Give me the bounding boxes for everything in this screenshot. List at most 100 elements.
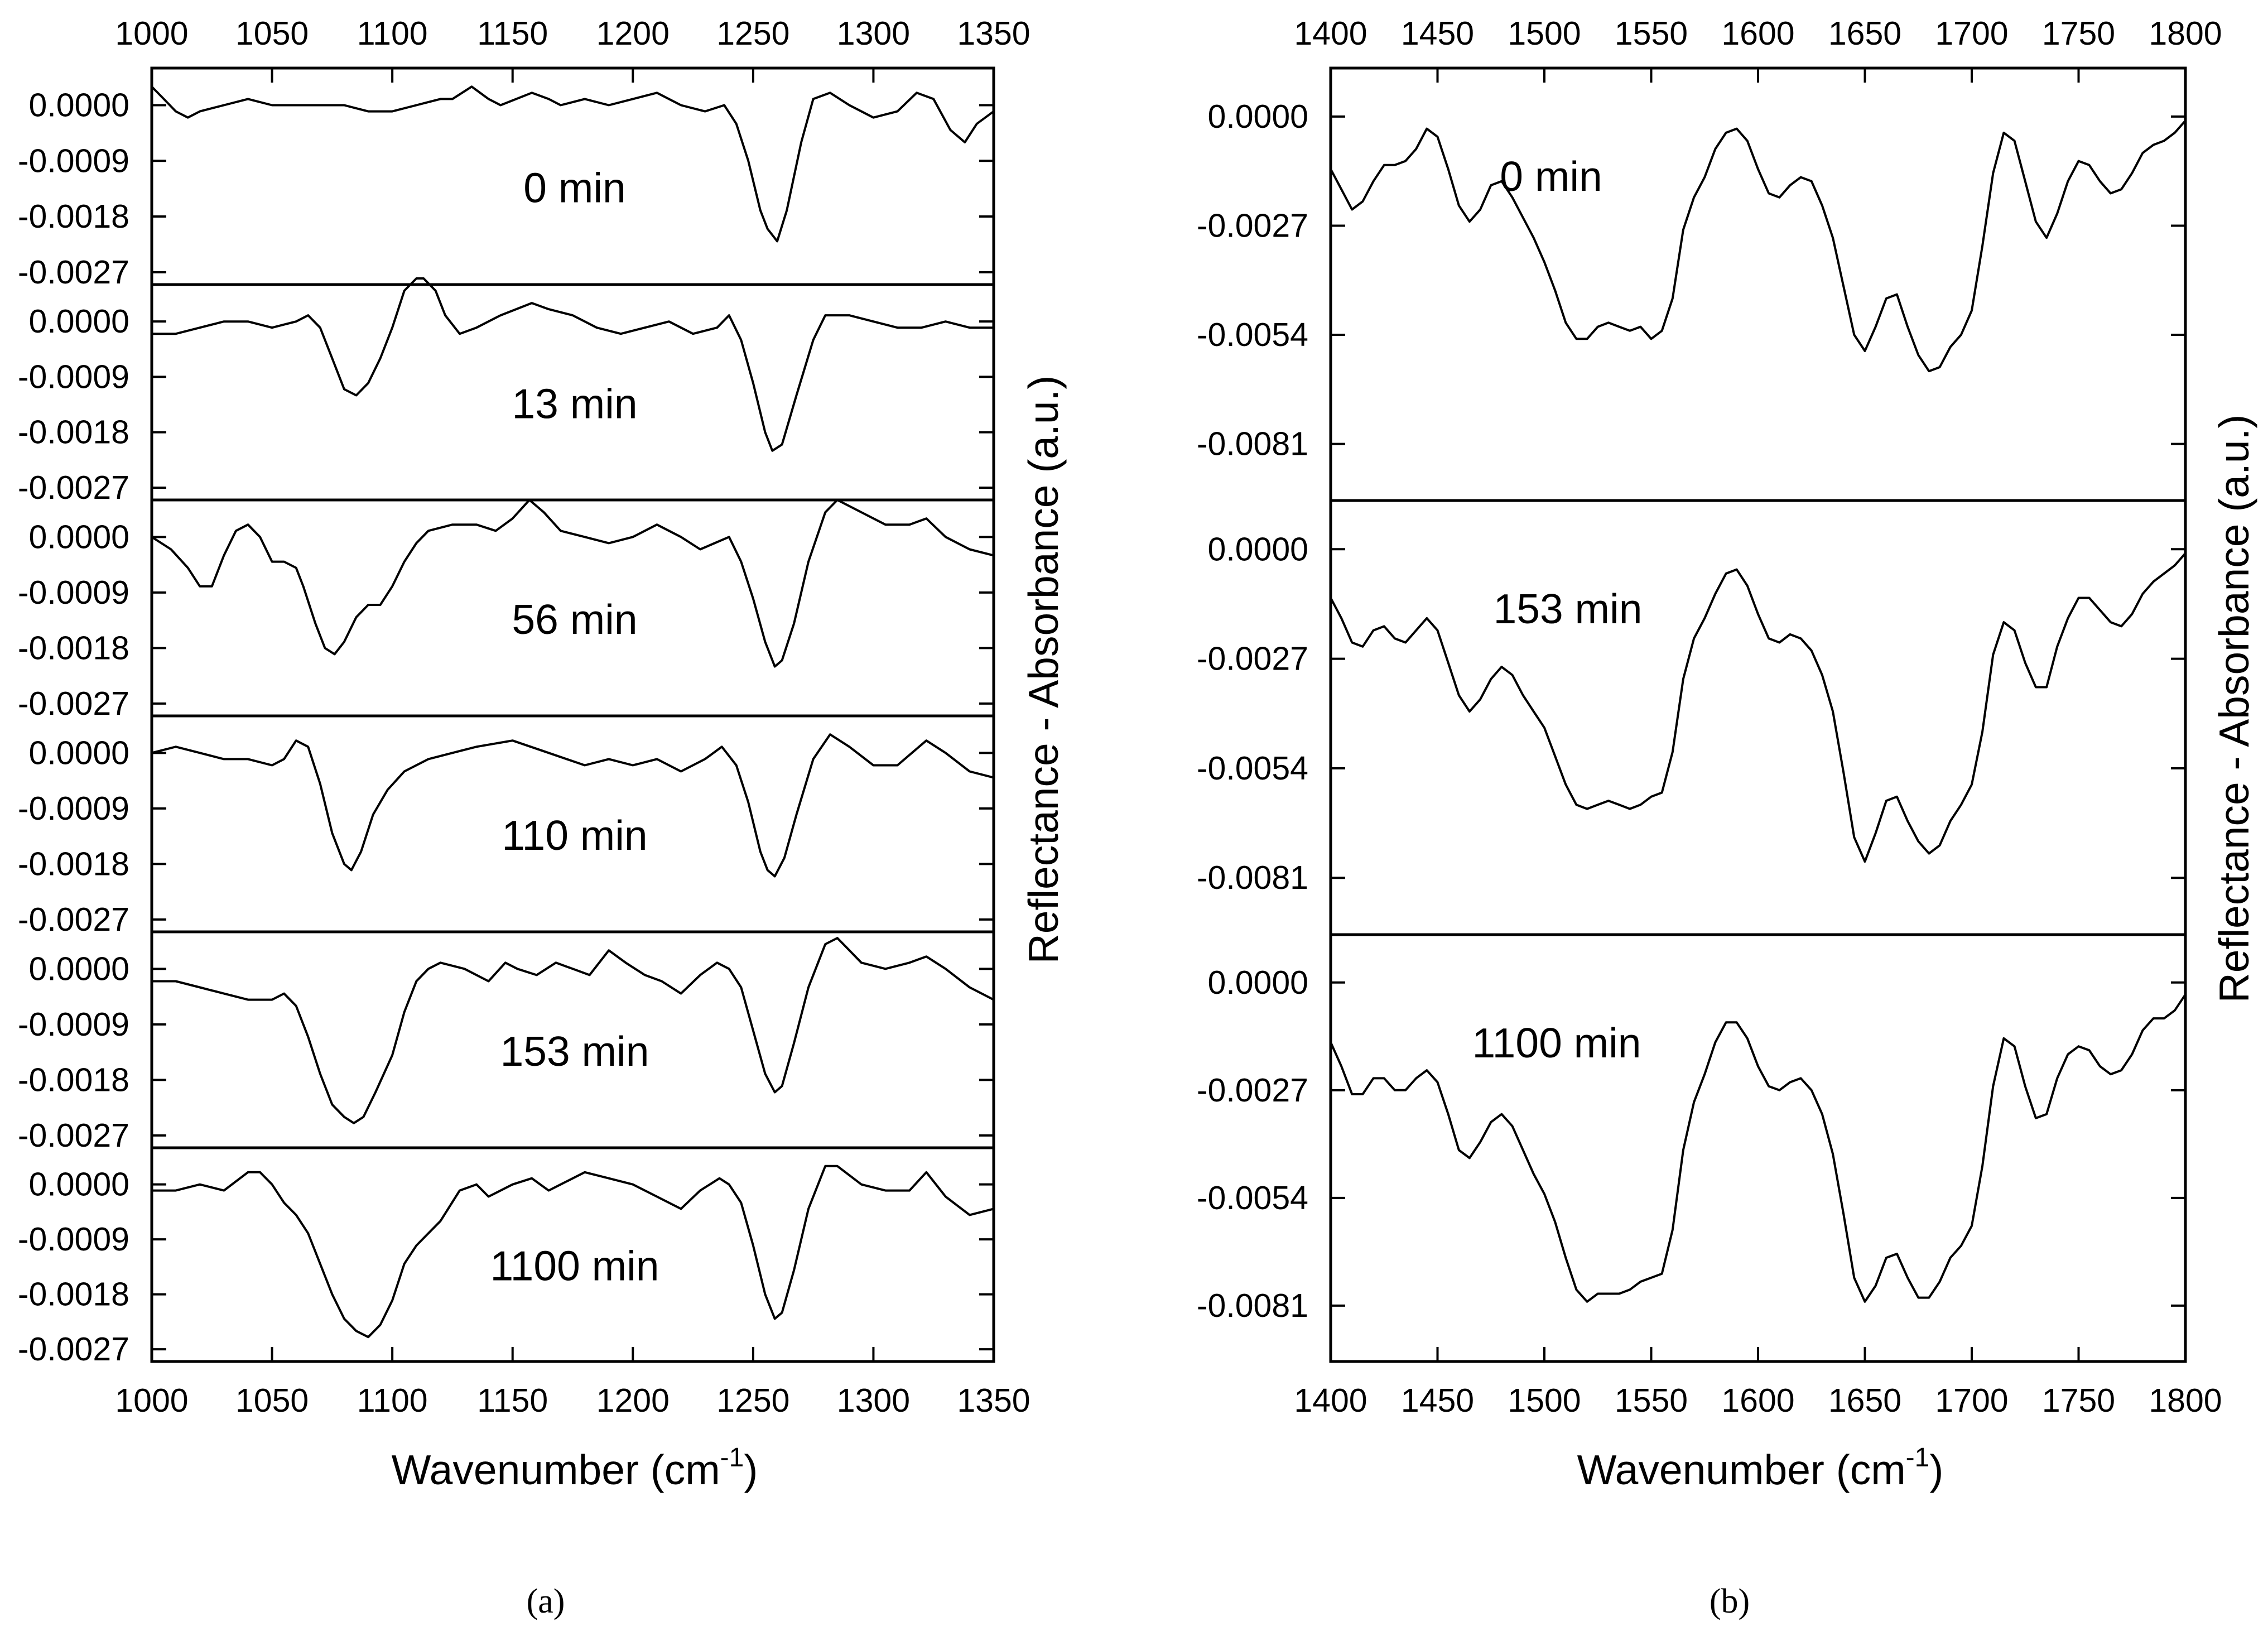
series-label: 13 min <box>512 380 637 427</box>
x-tick-label-bottom: 1000 <box>115 1382 188 1419</box>
y-tick-label: 0.0000 <box>29 303 129 340</box>
subplot-1100-min: 0.0000 -0.0009 -0.0018 -0.0027 1100 min <box>18 1146 995 1368</box>
y-tick-label: -0.0009 <box>18 790 129 827</box>
y-tick-label: -0.0018 <box>18 1061 129 1098</box>
x-tick-label-bottom: 1300 <box>837 1382 910 1419</box>
panel-a: 1000 1000 1050 1050 1100 1100 1150 1150 1200 1200… <box>18 15 1031 1419</box>
y-tick-label: -0.0081 <box>1197 1287 1308 1324</box>
subplot-0-min: 0.0000 -0.0009 -0.0018 -0.0027 0 min <box>18 66 995 291</box>
x-tick-label-bottom: 1050 <box>235 1382 309 1419</box>
panel-b-caption: (b) <box>1710 1582 1750 1620</box>
series-line <box>151 733 994 878</box>
x-tick-label-top: 1250 <box>716 15 789 52</box>
y-tick-label: -0.0027 <box>1197 207 1308 244</box>
x-tick-label-top: 1350 <box>957 15 1030 52</box>
x-tick-label-top: 1100 <box>357 15 428 52</box>
y-tick-label: -0.0054 <box>1197 316 1308 353</box>
x-tick-label-top: 1000 <box>115 15 188 52</box>
y-tick-label: -0.0018 <box>18 414 129 451</box>
x-tick-label-top: 1050 <box>235 15 309 52</box>
y-tick-label: -0.0027 <box>18 254 129 291</box>
series-line <box>152 277 994 452</box>
series-label: 110 min <box>502 812 647 859</box>
y-tick-label: -0.0027 <box>18 901 129 938</box>
x-tick-label-bottom: 1600 <box>1721 1382 1794 1419</box>
x-tick-label-bottom: 1250 <box>716 1382 789 1419</box>
y-tick-label: -0.0027 <box>18 685 129 722</box>
series-line <box>1330 994 2187 1303</box>
x-tick-label-bottom: 1200 <box>596 1382 670 1419</box>
subplot-frame <box>1329 933 2187 1363</box>
series-label: 56 min <box>512 596 637 643</box>
subplot-153-min: 0.0000 -0.0027 -0.0054 -0.0081 153 min <box>1197 499 2187 936</box>
y-tick-label: -0.0018 <box>18 1276 129 1313</box>
y-tick-label: 0.0000 <box>29 87 129 124</box>
y-tick-label: -0.0054 <box>1197 1180 1308 1216</box>
x-tick-label-top: 1750 <box>2042 15 2115 52</box>
panel-a-ylabel: Reflectance - Absorbance (a.u.) <box>1020 376 1067 964</box>
y-tick-label: -0.0027 <box>18 1117 129 1154</box>
y-tick-label: 0.0000 <box>29 950 129 987</box>
y-tick-label: -0.0009 <box>18 574 129 611</box>
x-tick-label-bottom: 1750 <box>2042 1382 2115 1419</box>
subplot-1100-min: 0.0000 -0.0027 -0.0054 -0.0081 1100 min <box>1197 933 2187 1363</box>
panel-b: 1400 1400 1450 1450 1500 1500 1550 1550 1600 1600… <box>1197 15 2222 1419</box>
series-line <box>1330 119 2187 373</box>
y-tick-label: 0.0000 <box>29 1166 129 1203</box>
y-tick-label: -0.0081 <box>1197 859 1308 896</box>
y-tick-label: -0.0009 <box>18 1006 129 1043</box>
subplot-13-min: 0.0000 -0.0009 -0.0018 -0.0027 13 min <box>18 277 995 506</box>
x-tick-label-top: 1150 <box>477 15 548 52</box>
x-tick-label-top: 1450 <box>1401 15 1474 52</box>
y-tick-label: -0.0027 <box>18 1331 129 1368</box>
subplot-110-min: 0.0000 -0.0009 -0.0018 -0.0027 110 min <box>18 714 995 938</box>
series-line <box>151 499 994 668</box>
series-line <box>1330 552 2187 863</box>
y-tick-label: 0.0000 <box>29 734 129 771</box>
series-label: 0 min <box>1500 153 1602 200</box>
x-tick-label-top: 1300 <box>837 15 910 52</box>
x-tick-label-top: 1700 <box>1935 15 2008 52</box>
series-label: 1100 min <box>1472 1019 1641 1066</box>
y-tick-label: -0.0027 <box>18 469 129 506</box>
subplot-frame <box>150 1146 995 1363</box>
x-tick-label-top: 1650 <box>1828 15 1901 52</box>
y-tick-label: -0.0081 <box>1197 426 1308 463</box>
x-tick-label-bottom: 1150 <box>477 1382 548 1419</box>
x-tick-label-top: 1200 <box>596 15 670 52</box>
y-tick-label: 0.0000 <box>1208 531 1308 567</box>
y-tick-label: 0.0000 <box>1208 964 1308 1001</box>
y-tick-label: -0.0009 <box>18 358 129 395</box>
x-tick-label-bottom: 1350 <box>957 1382 1030 1419</box>
y-tick-label: -0.0027 <box>1197 1072 1308 1109</box>
y-tick-label: -0.0009 <box>18 1221 129 1258</box>
series-line <box>152 1165 994 1339</box>
x-tick-label-bottom: 1400 <box>1294 1382 1367 1419</box>
y-tick-label: 0.0000 <box>1208 98 1308 135</box>
x-tick-label-top: 1550 <box>1615 15 1688 52</box>
series-line <box>151 85 995 243</box>
x-tick-label-top: 1800 <box>2149 15 2222 52</box>
y-tick-label: -0.0027 <box>1197 641 1308 677</box>
series-label: 153 min <box>500 1028 649 1075</box>
x-tick-label-bottom: 1800 <box>2149 1382 2222 1419</box>
y-tick-label: -0.0018 <box>18 198 129 235</box>
series-label: 153 min <box>1494 585 1643 632</box>
x-tick-label-bottom: 1700 <box>1935 1382 2008 1419</box>
series-label: 1100 min <box>490 1242 659 1289</box>
y-tick-label: 0.0000 <box>29 518 129 555</box>
subplot-0-min: 0.0000 -0.0027 -0.0054 -0.0081 0 min <box>1197 66 2187 502</box>
subplot-153-min: 0.0000 -0.0009 -0.0018 -0.0027 153 min <box>18 930 995 1154</box>
y-tick-label: -0.0009 <box>18 142 129 179</box>
panel-b-xlabel: Wavenumber (cm-1) <box>1577 1443 1944 1493</box>
series-line <box>152 937 994 1124</box>
y-tick-label: -0.0018 <box>18 629 129 666</box>
y-tick-label: -0.0018 <box>18 845 129 882</box>
panel-a-xlabel: Wavenumber (cm-1) <box>392 1443 758 1493</box>
y-tick-label: -0.0054 <box>1197 750 1308 787</box>
x-tick-label-bottom: 1650 <box>1828 1382 1901 1419</box>
x-tick-label-bottom: 1100 <box>357 1382 428 1419</box>
panel-a-caption: (a) <box>527 1582 565 1620</box>
